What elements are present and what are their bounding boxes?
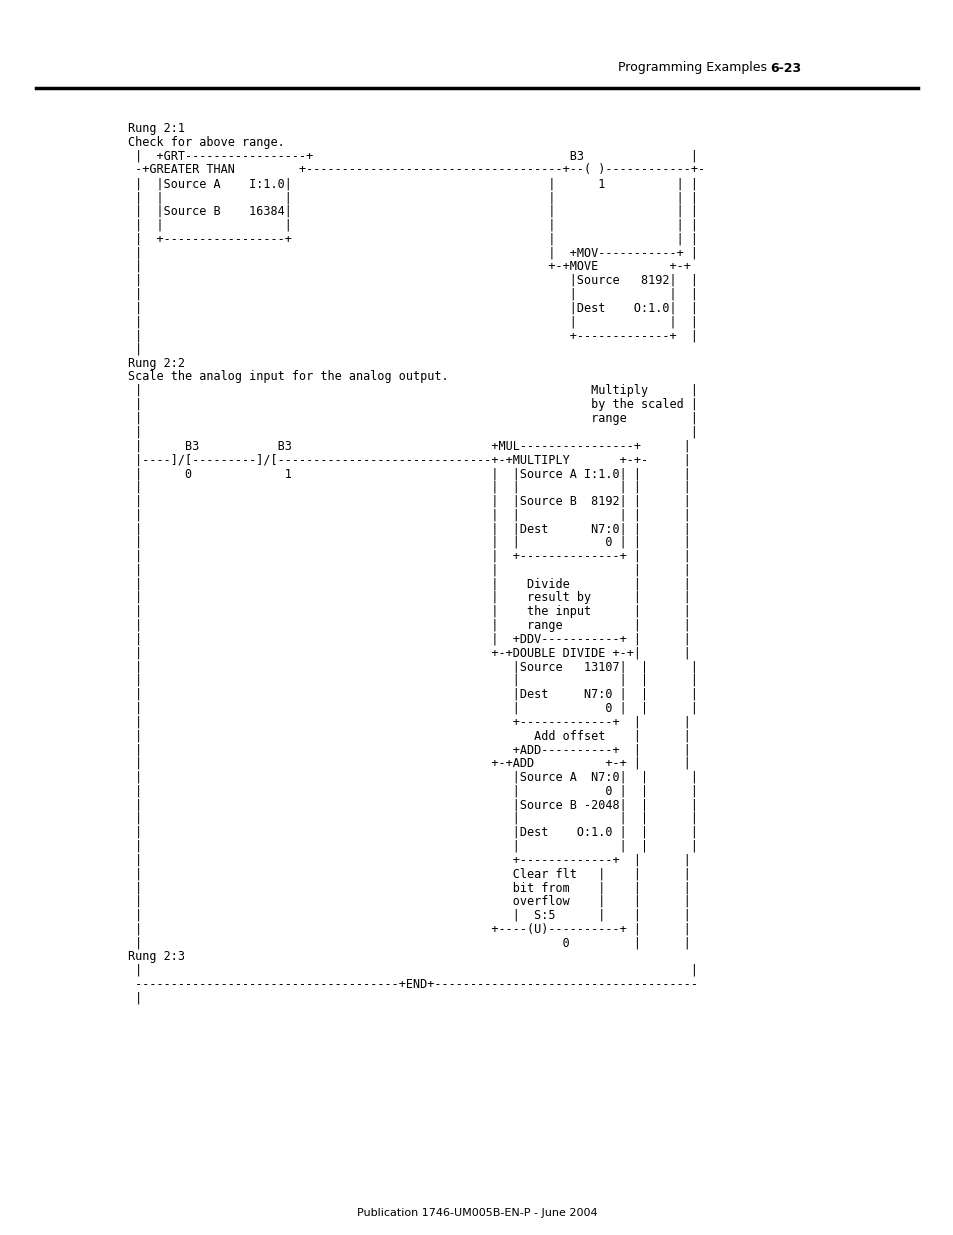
Text: |                                                    +ADD----------+  |      |: | +ADD----------+ | | [128, 743, 690, 756]
Text: |                                                    Clear flt   |    |      |: | Clear flt | | | [128, 867, 690, 881]
Text: |                                                    |            0 |  |      |: | | 0 | | | [128, 701, 698, 715]
Text: |      0             1                            |  |Source A I:1.0| |      |: | 0 1 | |Source A I:1.0| | | [128, 467, 690, 480]
Text: |                                                    |            0 |  |      |: | | 0 | | | [128, 784, 698, 798]
Text: |                                                         +-+MOVE          +-+: | +-+MOVE +-+ [128, 261, 690, 273]
Text: |                                                         |  +MOV-----------+ |: | | +MOV-----------+ | [128, 246, 698, 259]
Text: |                                                            +-------------+  |: | +-------------+ | [128, 329, 698, 342]
Text: |                                                    +-------------+  |      |: | +-------------+ | | [128, 853, 690, 867]
Text: |                                                 |    the input      |      |: | | the input | | [128, 605, 690, 618]
Text: |                                                                             |: | | [128, 963, 698, 977]
Text: |  +-----------------+                                    |                 | |: | +-----------------+ | | | [128, 232, 698, 246]
Text: |                                                           0         |      |: | 0 | | [128, 936, 690, 950]
Text: |                                                               range         |: | range | [128, 411, 698, 425]
Text: -+GREATER THAN         +------------------------------------+--( )------------+-: -+GREATER THAN +------------------------… [128, 163, 704, 177]
Text: |                                                    |Dest     N7:0 |  |      |: | |Dest N7:0 | | | [128, 688, 698, 700]
Text: |                                                 |  |Source B  8192| |      |: | | |Source B 8192| | | [128, 494, 690, 508]
Text: Rung 2:2: Rung 2:2 [128, 357, 185, 369]
Text: |                                                    +-------------+  |      |: | +-------------+ | | [128, 715, 690, 729]
Text: 6-23: 6-23 [769, 62, 801, 74]
Text: |                                                            |Dest    O:1.0|  |: | |Dest O:1.0| | [128, 301, 698, 315]
Text: |                                                    |Dest    O:1.0 |  |      |: | |Dest O:1.0 | | | [128, 826, 698, 839]
Text: |                                                    |Source A  N7:0|  |      |: | |Source A N7:0| | | [128, 771, 698, 783]
Text: |----]/[---------]/[------------------------------+-+MULTIPLY       +-+-     |: |----]/[---------]/[--------------------… [128, 453, 690, 466]
Text: |                                                    |              |  |      |: | | | | | [128, 674, 698, 687]
Text: |                                                 |  |              | |      |: | | | | | | [128, 480, 690, 494]
Text: |                                                               Multiply      |: | Multiply | [128, 384, 698, 398]
Text: |                                                    |Source   13107|  |      |: | |Source 13107| | | [128, 661, 698, 673]
Text: Programming Examples: Programming Examples [618, 62, 766, 74]
Text: |                                                 +-+ADD          +-+ |      |: | +-+ADD +-+ | | [128, 757, 690, 769]
Text: |  |                 |                                    |                 | |: | | | | | | [128, 219, 698, 232]
Text: |                                                                             |: | | [128, 426, 698, 438]
Text: |                                                 +-+DOUBLE DIVIDE +-+|      |: | +-+DOUBLE DIVIDE +-+| | [128, 646, 690, 659]
Text: -------------------------------------+END+-------------------------------------: -------------------------------------+EN… [128, 978, 698, 990]
Text: |                                                       Add offset    |      |: | Add offset | | [128, 729, 690, 742]
Text: |  +GRT-----------------+                                    B3               |: | +GRT-----------------+ B3 | [128, 149, 698, 163]
Text: |                                                 |    range          |      |: | | range | | [128, 619, 690, 632]
Text: |                                                            |             |  |: | | | | [128, 315, 698, 329]
Text: Rung 2:3: Rung 2:3 [128, 950, 185, 963]
Text: |                                                            |Source   8192|  |: | |Source 8192| | [128, 274, 698, 287]
Text: |                                                    |              |  |      |: | | | | | [128, 811, 698, 825]
Text: |                                                    |  S:5      |    |      |: | | S:5 | | | [128, 909, 690, 921]
Text: Publication 1746-UM005B-EN-P - June 2004: Publication 1746-UM005B-EN-P - June 2004 [356, 1208, 597, 1218]
Text: |                                                 |  |            0 | |      |: | | | 0 | | | [128, 536, 690, 550]
Text: |: | [128, 343, 142, 356]
Text: |                                                    overflow    |    |      |: | overflow | | | [128, 895, 690, 908]
Text: |  |Source B    16384|                                    |                 | |: | |Source B 16384| | | | [128, 205, 698, 217]
Text: |                                                 |    result by      |      |: | | result by | | [128, 592, 690, 604]
Text: Check for above range.: Check for above range. [128, 136, 284, 148]
Text: Scale the analog input for the analog output.: Scale the analog input for the analog ou… [128, 370, 448, 383]
Text: |  |                 |                                    |                 | |: | | | | | | [128, 191, 698, 204]
Text: |                                                 +----(U)----------+ |      |: | +----(U)----------+ | | [128, 923, 690, 935]
Text: Rung 2:1: Rung 2:1 [128, 122, 185, 135]
Text: |                                                 |  |Dest      N7:0| |      |: | | |Dest N7:0| | | [128, 522, 690, 535]
Text: |                                                    |              |  |      |: | | | | | [128, 840, 698, 852]
Text: |                                                 |  |              | |      |: | | | | | | [128, 509, 690, 521]
Text: |      B3           B3                            +MUL----------------+      |: | B3 B3 +MUL----------------+ | [128, 440, 690, 452]
Text: |                                                 |  +DDV-----------+ |      |: | | +DDV-----------+ | | [128, 632, 690, 646]
Text: |                                                    |Source B -2048|  |      |: | |Source B -2048| | | [128, 798, 698, 811]
Text: |                                                 |    Divide         |      |: | | Divide | | [128, 578, 690, 590]
Text: |                                                               by the scaled |: | by the scaled | [128, 398, 698, 411]
Text: |                                                 |  +--------------+ |      |: | | +--------------+ | | [128, 550, 690, 563]
Text: |                                                 |                   |      |: | | | | [128, 563, 690, 577]
Text: |: | [128, 992, 142, 1004]
Text: |                                                    bit from    |    |      |: | bit from | | | [128, 881, 690, 894]
Text: |                                                            |             |  |: | | | | [128, 288, 698, 300]
Text: |  |Source A    I:1.0|                                    |      1          | |: | |Source A I:1.0| | 1 | | [128, 177, 698, 190]
